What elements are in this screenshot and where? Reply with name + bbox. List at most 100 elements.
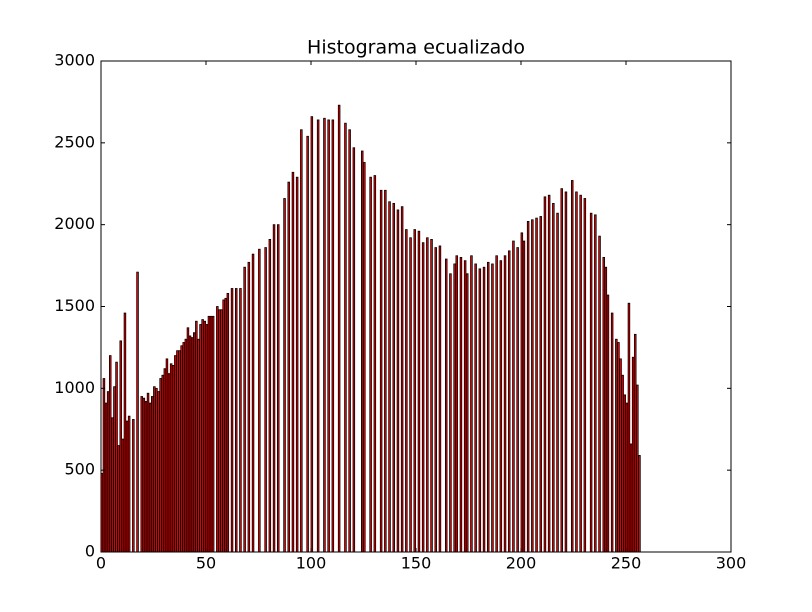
bar — [615, 338, 618, 553]
bar — [111, 417, 114, 553]
bar — [465, 273, 469, 553]
bar — [621, 374, 624, 553]
bar — [449, 273, 452, 553]
bar — [606, 294, 610, 553]
bar — [388, 201, 391, 553]
bar — [369, 176, 372, 553]
chart-title: Histograma ecualizado — [307, 37, 525, 59]
bar — [327, 119, 330, 553]
bar — [638, 455, 641, 553]
bar — [631, 356, 635, 553]
bar — [117, 445, 120, 553]
bar — [531, 219, 534, 553]
bar — [205, 324, 209, 553]
bar — [413, 229, 416, 553]
bar — [106, 391, 110, 553]
bar — [192, 332, 196, 553]
bar — [247, 261, 251, 553]
bar — [482, 266, 486, 553]
bar — [178, 350, 181, 553]
bar — [430, 238, 433, 553]
bar — [552, 202, 555, 553]
bar — [623, 394, 626, 553]
bar — [474, 263, 477, 553]
bar — [627, 302, 631, 553]
bar — [276, 224, 280, 553]
bar — [604, 266, 608, 553]
bar — [331, 119, 335, 553]
bar — [512, 240, 515, 553]
bar — [195, 320, 198, 553]
bar — [197, 338, 200, 553]
bar — [169, 363, 173, 553]
bar — [373, 175, 377, 553]
bar — [171, 365, 175, 553]
bar — [455, 255, 458, 553]
bar — [363, 162, 366, 553]
bar — [102, 378, 106, 553]
bar — [453, 263, 456, 553]
bar — [209, 315, 213, 553]
bar — [384, 189, 387, 553]
bar — [258, 248, 261, 553]
bar — [520, 232, 524, 553]
bar — [295, 176, 299, 553]
bar — [526, 220, 530, 553]
bar — [306, 135, 309, 553]
x-tick-label: 50 — [196, 554, 216, 573]
bar — [243, 266, 246, 553]
bar — [503, 255, 507, 553]
bar — [226, 293, 230, 553]
bar — [495, 255, 498, 553]
bar — [119, 340, 122, 553]
bar — [125, 420, 129, 553]
bar — [148, 402, 152, 553]
x-tick-label: 300 — [716, 554, 747, 573]
bar — [617, 342, 620, 553]
bar — [610, 312, 614, 553]
bar — [636, 384, 639, 553]
bar — [560, 188, 563, 553]
bar — [127, 415, 131, 553]
bar — [444, 258, 448, 553]
bar — [201, 319, 204, 553]
bar — [176, 350, 179, 553]
bar — [104, 402, 108, 553]
bar — [392, 202, 395, 553]
bar — [190, 337, 194, 553]
bar — [478, 268, 482, 553]
bar — [434, 247, 437, 553]
bar — [109, 355, 112, 553]
bar — [220, 309, 223, 553]
bar — [115, 361, 118, 553]
bar — [405, 229, 408, 553]
bar — [516, 247, 519, 553]
bar — [579, 194, 582, 553]
bar — [535, 217, 538, 553]
bar — [589, 212, 593, 553]
bar — [499, 260, 503, 553]
bar — [323, 117, 326, 553]
y-tick-label: 500 — [64, 460, 95, 479]
bar — [222, 299, 225, 553]
x-tick-label: 0 — [96, 554, 106, 573]
bar — [571, 180, 574, 553]
bar — [150, 396, 154, 553]
bar — [486, 261, 490, 553]
bar — [421, 242, 425, 553]
y-tick-label: 1000 — [54, 378, 95, 397]
bar — [539, 216, 542, 553]
bar — [348, 129, 351, 553]
bar — [543, 196, 547, 553]
y-tick-label: 2000 — [54, 214, 95, 233]
bar — [337, 104, 341, 553]
bar — [417, 230, 421, 553]
bar — [174, 355, 177, 553]
y-tick-label: 2500 — [54, 132, 95, 151]
bar — [507, 250, 511, 553]
bar — [180, 345, 183, 553]
bar — [113, 386, 116, 553]
bar — [161, 374, 164, 553]
bar — [470, 255, 473, 553]
